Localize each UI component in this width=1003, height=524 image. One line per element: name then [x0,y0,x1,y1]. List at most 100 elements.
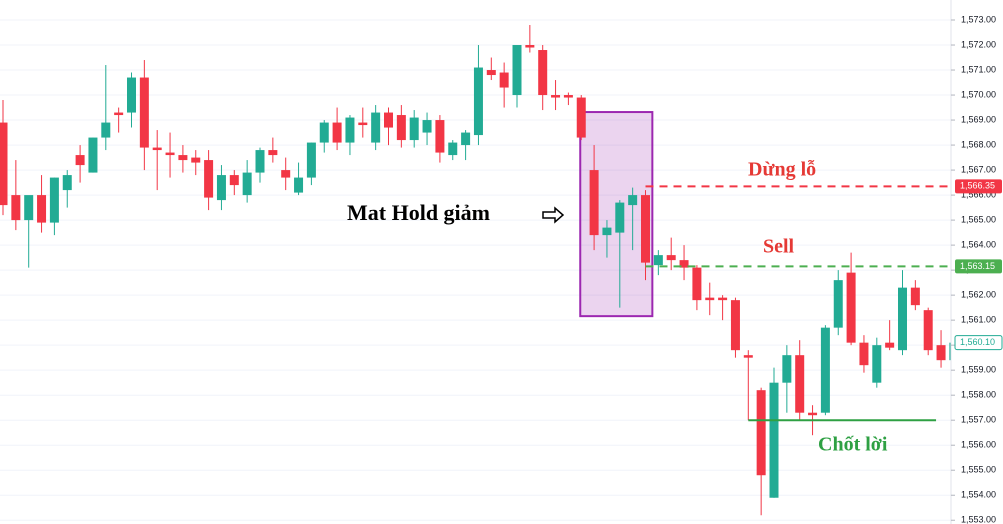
candle-body [486,70,496,76]
price-tag-label: 1,563.15 [960,261,995,271]
candle-body [872,345,882,383]
plot [0,25,959,516]
candle-body [615,202,625,233]
price-tag-label: 1,566.35 [960,181,995,191]
price-tag [955,179,1002,194]
y-tick-label: 1,554.00 [961,490,996,500]
candle-body [191,157,201,163]
candle-body [49,177,59,223]
arrow [542,206,565,224]
candle-body [782,355,792,383]
candle-body [846,272,856,343]
candle-body [371,112,381,143]
candle-body [589,170,599,236]
candle-body [306,142,316,178]
y-tick-label: 1,569.00 [961,114,996,124]
candle-body [563,95,573,98]
candle-body [679,260,689,268]
candle-body [332,122,342,143]
candle-body [628,195,638,206]
y-tick-label: 1,564.00 [961,239,996,249]
price-tag [955,259,1002,274]
annotation: Chốt lời [818,434,888,456]
y-tick-label: 1,571.00 [961,64,996,74]
candle-body [11,195,21,221]
candle-body [525,45,535,48]
candle-body [808,412,818,416]
candle-body [898,287,907,351]
candle-body [242,172,252,196]
candle-body [255,150,265,173]
last-price-label: 1,560.10 [960,337,995,347]
candle-body [178,155,188,161]
candle-body [435,120,445,153]
candle-body [396,115,406,141]
y-tick-label: 1,567.00 [961,164,996,174]
y-tick-label: 1,573.00 [961,14,996,24]
candle-body [692,267,702,301]
annotation: Sell [763,236,795,258]
candle-body [268,150,278,156]
candle-body [653,255,663,266]
candle-body [358,122,368,126]
y-tick-label: 1,556.00 [961,440,996,450]
candle-body [666,255,676,261]
y-tick-label: 1,561.00 [961,315,996,325]
candle-body [885,342,895,348]
candle-body [37,195,47,223]
candle-body [0,122,8,206]
y-tick-label: 1,557.00 [961,415,996,425]
candle-body [422,120,432,133]
candle-body [448,142,458,156]
y-tick-label: 1,559.00 [961,365,996,375]
candle-body [345,117,355,143]
candle-body [705,297,715,301]
y-tick-label: 1,553.00 [961,515,996,524]
y-tick-label: 1,570.00 [961,89,996,99]
candle-body [833,280,843,328]
candle-body [730,300,740,351]
candle-body [101,122,111,138]
candle-body [114,112,124,116]
candle-body [551,95,561,98]
candle-body [473,67,483,136]
candle-body [204,160,214,198]
candle-body [88,137,98,173]
y-axis: 1,553.00 1,554.00 1,555.00 1,556.00 1,557.00… [951,14,1003,524]
candle-body [795,355,805,413]
candle-body [769,382,779,498]
y-tick-label: 1,566.00 [961,189,996,199]
y-tick-label: 1,562.00 [961,290,996,300]
candle-body [24,195,34,221]
candle-body [512,45,522,96]
candle-body [743,355,753,358]
candle-body [384,112,393,128]
candle-body [602,227,612,236]
candle-body [152,147,162,151]
candle-body [718,297,728,301]
candle-body [62,175,72,191]
candle-body [127,77,136,113]
annotation: Dừng lỗ [748,159,816,181]
last-price-tag [954,335,1003,351]
y-tick-label: 1,565.00 [961,214,996,224]
candle-body [859,342,869,366]
candle-body [923,310,933,351]
candle-body [294,177,304,193]
y-tick-label: 1,555.00 [961,465,996,475]
candle-body [216,175,226,201]
candle-body [281,170,291,178]
candle-body [756,390,766,476]
candle-body [461,132,471,146]
y-tick-label: 1,558.00 [961,390,996,400]
candle-body [409,117,419,141]
annotation: Mat Hold giảm [347,200,490,225]
candle-body [319,122,329,143]
candle-body [75,155,85,166]
candle-body [936,345,946,361]
candle-body [641,195,650,263]
candle-body [576,97,586,138]
candle-body [910,287,920,306]
